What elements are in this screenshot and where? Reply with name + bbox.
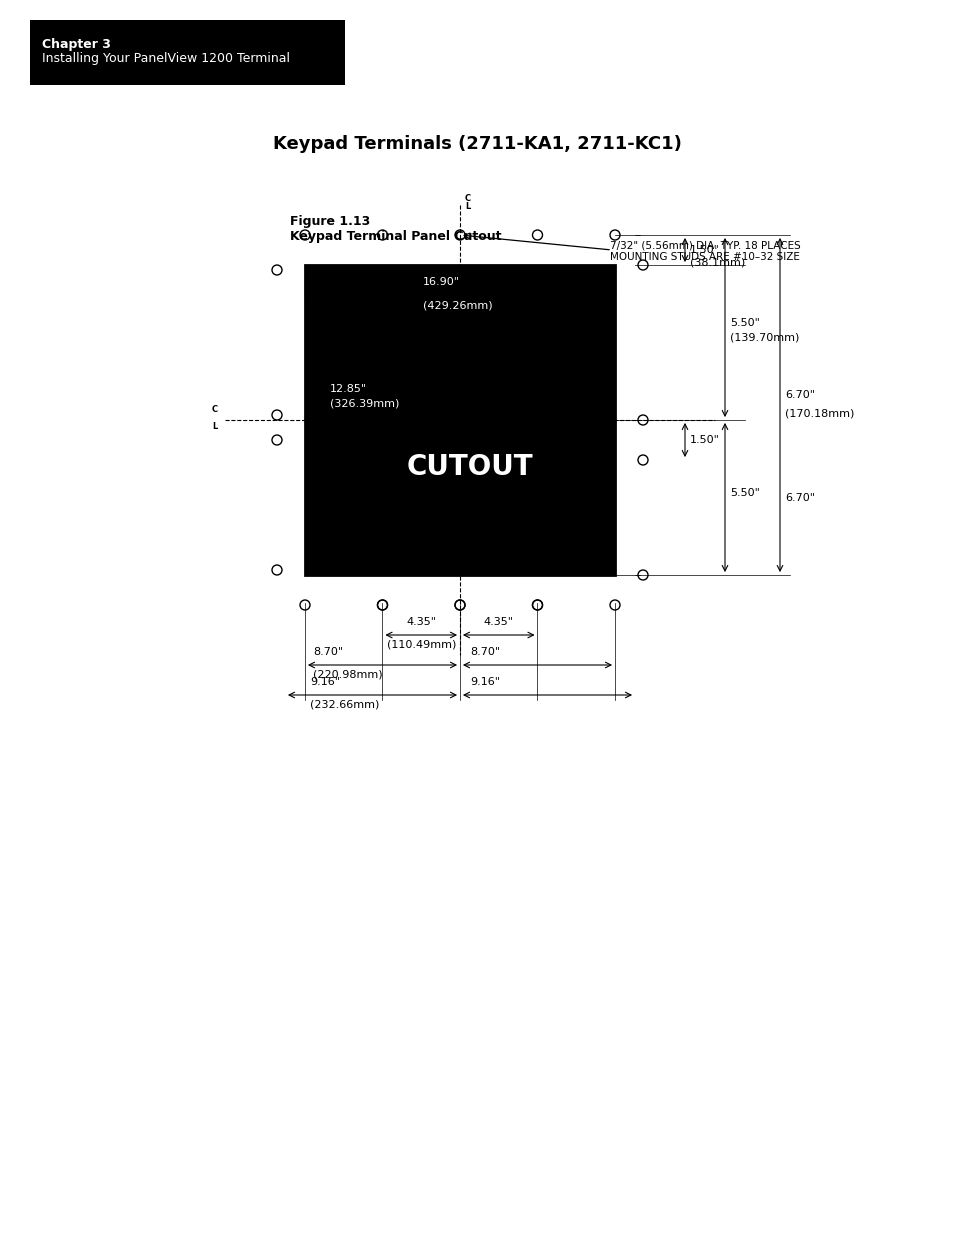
Text: 16.90": 16.90" bbox=[422, 277, 459, 287]
Text: 4.35": 4.35" bbox=[483, 618, 514, 627]
Text: (220.98mm): (220.98mm) bbox=[313, 669, 382, 679]
Text: 6.70": 6.70" bbox=[784, 493, 814, 503]
Text: 7/32" (5.56mm) DIA. TYP. 18 PLACES
MOUNTING STUDS ARE #10–32 SIZE: 7/32" (5.56mm) DIA. TYP. 18 PLACES MOUNT… bbox=[609, 240, 800, 262]
Text: (110.49mm): (110.49mm) bbox=[386, 638, 456, 650]
Text: L: L bbox=[213, 422, 217, 431]
Text: CUTOUT: CUTOUT bbox=[406, 452, 533, 480]
Text: 6.70": 6.70" bbox=[784, 390, 814, 400]
Text: L: L bbox=[449, 404, 455, 412]
Text: (232.66mm): (232.66mm) bbox=[310, 699, 379, 709]
Text: Installing Your PanelView 1200 Terminal: Installing Your PanelView 1200 Terminal bbox=[42, 52, 290, 65]
Text: (429.26mm): (429.26mm) bbox=[422, 300, 492, 310]
Text: C: C bbox=[212, 405, 218, 414]
Text: 9.16": 9.16" bbox=[310, 677, 339, 687]
Text: 5.50": 5.50" bbox=[729, 317, 760, 327]
Text: 1.50": 1.50" bbox=[689, 435, 720, 445]
Text: 1.50": 1.50" bbox=[689, 245, 720, 254]
Text: Keypad Terminals (2711-KA1, 2711-KC1): Keypad Terminals (2711-KA1, 2711-KC1) bbox=[273, 135, 680, 153]
Text: Chapter 3: Chapter 3 bbox=[42, 38, 111, 51]
Text: 5.50": 5.50" bbox=[729, 488, 760, 498]
Text: C: C bbox=[449, 396, 455, 405]
FancyBboxPatch shape bbox=[30, 20, 345, 85]
Text: L: L bbox=[464, 203, 470, 211]
Text: 12.85": 12.85" bbox=[330, 384, 367, 394]
Text: Figure 1.13: Figure 1.13 bbox=[290, 215, 370, 228]
Text: 8.70": 8.70" bbox=[313, 647, 343, 657]
Text: 9.16": 9.16" bbox=[470, 677, 499, 687]
Text: Keypad Terminal Panel Cutout: Keypad Terminal Panel Cutout bbox=[290, 230, 501, 243]
Text: (326.39mm): (326.39mm) bbox=[330, 398, 399, 408]
Text: 4.35": 4.35" bbox=[406, 618, 436, 627]
Text: (139.70mm): (139.70mm) bbox=[729, 332, 799, 342]
Text: (38.1mm): (38.1mm) bbox=[689, 257, 744, 267]
Text: C: C bbox=[464, 194, 471, 203]
Text: 8.70": 8.70" bbox=[470, 647, 499, 657]
Text: (170.18mm): (170.18mm) bbox=[784, 408, 854, 417]
Bar bbox=[305, 266, 615, 576]
